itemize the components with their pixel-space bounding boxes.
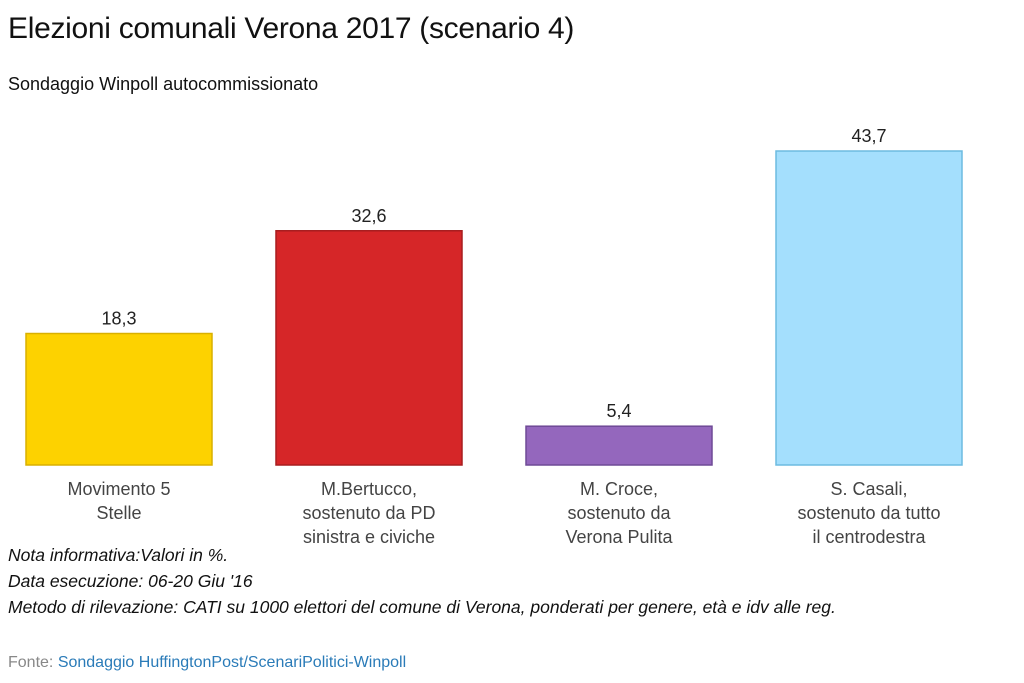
source-line: Fonte: Sondaggio HuffingtonPost/ScenariP… xyxy=(8,654,406,672)
category-label-3: M. Croce, sostenuto da Verona Pulita xyxy=(565,479,673,545)
chart-subtitle: Sondaggio Winpoll autocommissionato xyxy=(8,74,319,94)
source-link[interactable]: Sondaggio HuffingtonPost/ScenariPolitici… xyxy=(57,654,407,671)
bar-1 xyxy=(25,332,213,466)
bar-3 xyxy=(525,425,713,466)
category-label-4: S. Casali, sostenuto da tutto il centrodes… xyxy=(797,479,940,545)
chart-title: Elezioni comunali Verona 2017 (scenario … xyxy=(8,12,575,45)
note-method: Metodo di rilevazione: CATI su 1000 elet… xyxy=(8,597,836,617)
note-info: Nota informativa:Valori in %. xyxy=(8,545,229,565)
bar-chart: 18,3 Movimento 5 Stelle 32,6 M.Bertucco, sost… xyxy=(25,125,963,545)
note-date: Data esecuzione: 06-20 Giu '16 xyxy=(8,571,253,591)
category-label-2: M.Bertucco, sostenuto da PD sinistra e civ… xyxy=(302,479,435,545)
source-prefix: Fonte: xyxy=(8,654,58,671)
data-label-4: 43,7 xyxy=(851,126,886,146)
bar-2 xyxy=(275,230,463,466)
bar-4 xyxy=(775,150,963,466)
category-label-1: Movimento 5 Stelle xyxy=(67,479,170,523)
data-label-1: 18,3 xyxy=(101,309,136,329)
notes-block: Nota informativa:Valori in %. Data esecu… xyxy=(8,542,836,620)
data-label-2: 32,6 xyxy=(351,206,386,226)
data-label-3: 5,4 xyxy=(606,401,631,421)
